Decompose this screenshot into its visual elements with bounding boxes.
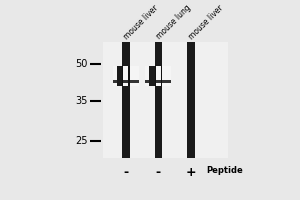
Text: -: - [156, 166, 161, 179]
Bar [113, 80, 139, 83]
Bar [122, 86, 130, 158]
Bar [116, 66, 122, 86]
Text: +: + [186, 166, 196, 179]
Text: 25: 25 [75, 136, 88, 146]
Bar [146, 80, 171, 83]
Bar [146, 66, 171, 86]
Text: 35: 35 [75, 96, 88, 106]
Bar [122, 42, 130, 66]
Text: mouse lung: mouse lung [154, 3, 192, 41]
Text: Peptide: Peptide [206, 166, 243, 175]
Bar [122, 66, 123, 86]
Bar [103, 42, 228, 158]
Text: 50: 50 [75, 59, 88, 69]
Text: mouse liver: mouse liver [122, 3, 160, 41]
Bar [155, 66, 156, 86]
Text: mouse liver: mouse liver [187, 3, 225, 41]
Bar [155, 42, 162, 66]
Bar [161, 66, 162, 86]
Bar [149, 66, 155, 86]
Bar [128, 66, 130, 86]
Text: -: - [123, 166, 128, 179]
Bar [113, 66, 139, 86]
Bar [155, 86, 162, 158]
Bar [155, 42, 162, 158]
Bar [122, 42, 130, 158]
Bar [187, 42, 195, 158]
